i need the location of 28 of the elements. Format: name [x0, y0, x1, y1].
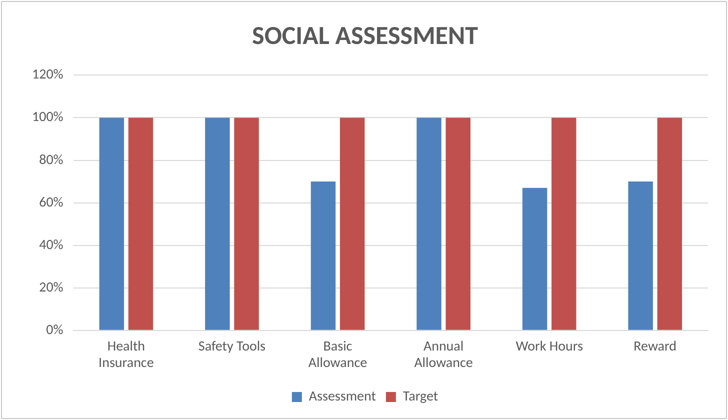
y-tick-label: 80% [39, 150, 64, 168]
x-tick-label: Health Insurance [98, 337, 154, 372]
bar [99, 118, 124, 330]
bar [628, 182, 653, 330]
y-tick-label: 100% [32, 108, 64, 126]
bar [310, 182, 336, 330]
bar [522, 188, 548, 330]
bar [446, 118, 470, 330]
bar [340, 118, 365, 330]
y-tick-label: 60% [39, 193, 64, 210]
bar [128, 118, 154, 330]
x-tick-label: Annual Allowance [414, 337, 473, 372]
bar [657, 118, 682, 330]
y-tick-label: 40% [39, 236, 64, 253]
legend-label: Target [402, 388, 438, 404]
y-tick-label: 120% [32, 66, 64, 83]
x-tick-label: Safety Tools [198, 337, 266, 354]
bar [416, 118, 442, 330]
y-tick-label: 20% [39, 278, 64, 296]
chart-title: SOCIAL ASSESSMENT [252, 19, 478, 52]
x-tick-label: Basic Allowance [308, 337, 368, 372]
x-tick-label: Reward [634, 337, 677, 354]
x-tick-label: Work Hours [516, 337, 583, 354]
legend-label: Assessment [308, 388, 376, 404]
bar [205, 118, 230, 330]
bar [552, 118, 576, 330]
y-tick-label: 0% [46, 320, 64, 338]
bar [234, 118, 259, 330]
